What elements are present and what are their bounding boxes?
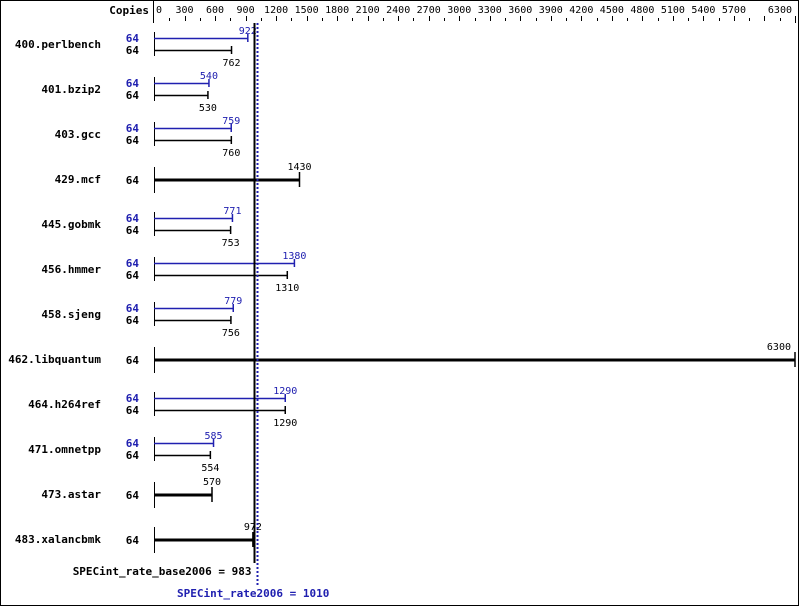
peak-value-label: 540 bbox=[200, 71, 218, 82]
tick-label: 6300 bbox=[768, 5, 792, 16]
tick-label: 5100 bbox=[661, 5, 685, 16]
benchmark-label: 458.sjeng bbox=[41, 308, 101, 321]
tick-label: 2100 bbox=[356, 5, 380, 16]
tick-label: 1800 bbox=[325, 5, 349, 16]
peak-copies: 64 bbox=[126, 302, 140, 315]
base-copies: 64 bbox=[126, 449, 140, 462]
peak-value-label: 1380 bbox=[282, 251, 306, 262]
peak-copies: 64 bbox=[126, 257, 140, 270]
tick-label: 2700 bbox=[417, 5, 441, 16]
tick-label: 2400 bbox=[386, 5, 410, 16]
tick-label: 3600 bbox=[508, 5, 532, 16]
base-summary-label: SPECint_rate_base2006 = 983 bbox=[73, 565, 252, 578]
tick-label: 3900 bbox=[539, 5, 563, 16]
peak-value-label: 779 bbox=[224, 296, 242, 307]
tick-label: 1200 bbox=[264, 5, 288, 16]
base-value-label: 756 bbox=[222, 328, 240, 339]
benchmark-label: 456.hmmer bbox=[41, 263, 101, 276]
base-copies: 64 bbox=[126, 269, 140, 282]
base-value-label: 1310 bbox=[275, 283, 299, 294]
tick-label: 0 bbox=[156, 5, 162, 16]
tick-label: 1500 bbox=[295, 5, 319, 16]
base-copies: 64 bbox=[126, 314, 140, 327]
tick-label: 4500 bbox=[600, 5, 624, 16]
benchmark-label: 483.xalancbmk bbox=[15, 533, 101, 546]
base-value-label: 1290 bbox=[273, 418, 297, 429]
base-value-label: 1430 bbox=[287, 162, 311, 173]
benchmark-label: 464.h264ref bbox=[28, 398, 101, 411]
peak-copies: 64 bbox=[126, 32, 140, 45]
peak-copies: 64 bbox=[126, 212, 140, 225]
tick-label: 300 bbox=[175, 5, 193, 16]
base-copies: 64 bbox=[126, 89, 140, 102]
peak-copies: 64 bbox=[126, 122, 140, 135]
peak-value-label: 771 bbox=[223, 206, 241, 217]
benchmark-label: 403.gcc bbox=[55, 128, 101, 141]
tick-label: 600 bbox=[206, 5, 224, 16]
benchmark-label: 400.perlbench bbox=[15, 38, 101, 51]
benchmark-label: 473.astar bbox=[41, 488, 101, 501]
base-copies: 64 bbox=[126, 534, 140, 547]
base-copies: 64 bbox=[126, 44, 140, 57]
benchmark-label: 401.bzip2 bbox=[41, 83, 101, 96]
base-value-label: 972 bbox=[244, 522, 262, 533]
peak-copies: 64 bbox=[126, 392, 140, 405]
benchmark-label: 462.libquantum bbox=[8, 353, 101, 366]
base-value-label: 762 bbox=[222, 58, 240, 69]
base-copies: 64 bbox=[126, 489, 140, 502]
benchmark-label: 471.omnetpp bbox=[28, 443, 101, 456]
base-value-label: 530 bbox=[199, 103, 217, 114]
peak-copies: 64 bbox=[126, 77, 140, 90]
base-value-label: 6300 bbox=[767, 342, 791, 353]
peak-value-label: 759 bbox=[222, 116, 240, 127]
base-value-label: 554 bbox=[201, 463, 219, 474]
base-copies: 64 bbox=[126, 224, 140, 237]
tick-label: 4800 bbox=[630, 5, 654, 16]
benchmark-label: 445.gobmk bbox=[41, 218, 101, 231]
tick-label: 5400 bbox=[691, 5, 715, 16]
tick-label: 900 bbox=[237, 5, 255, 16]
peak-value-label: 585 bbox=[204, 431, 222, 442]
axis-label: Copies bbox=[109, 4, 149, 17]
tick-label: 3000 bbox=[447, 5, 471, 16]
base-copies: 64 bbox=[126, 354, 140, 367]
peak-summary-label: SPECint_rate2006 = 1010 bbox=[177, 587, 329, 600]
benchmark-label: 429.mcf bbox=[55, 173, 101, 186]
tick-label: 5700 bbox=[722, 5, 746, 16]
base-value-label: 570 bbox=[203, 477, 221, 488]
peak-value-label: 1290 bbox=[273, 386, 297, 397]
peak-value-label: 922 bbox=[239, 26, 257, 37]
base-copies: 64 bbox=[126, 404, 140, 417]
base-value-label: 753 bbox=[222, 238, 240, 249]
base-value-label: 760 bbox=[222, 148, 240, 159]
peak-copies: 64 bbox=[126, 437, 140, 450]
base-copies: 64 bbox=[126, 134, 140, 147]
tick-label: 3300 bbox=[478, 5, 502, 16]
tick-label: 4200 bbox=[569, 5, 593, 16]
base-copies: 64 bbox=[126, 174, 140, 187]
